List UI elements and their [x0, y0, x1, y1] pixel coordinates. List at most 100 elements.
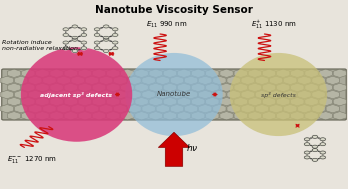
Polygon shape — [29, 76, 42, 84]
Polygon shape — [262, 69, 276, 77]
Polygon shape — [234, 98, 247, 106]
Polygon shape — [163, 69, 176, 77]
Polygon shape — [78, 83, 92, 92]
Circle shape — [103, 38, 109, 41]
Text: sp³ defects: sp³ defects — [261, 91, 296, 98]
Polygon shape — [93, 112, 106, 120]
Polygon shape — [206, 112, 219, 120]
Polygon shape — [248, 69, 261, 77]
Polygon shape — [0, 105, 14, 113]
Polygon shape — [220, 69, 233, 77]
Polygon shape — [100, 90, 113, 99]
Polygon shape — [255, 76, 269, 84]
Polygon shape — [57, 105, 70, 113]
Polygon shape — [15, 105, 28, 113]
Circle shape — [304, 138, 310, 141]
Polygon shape — [29, 90, 42, 99]
Polygon shape — [100, 76, 113, 84]
Polygon shape — [156, 90, 169, 99]
Polygon shape — [177, 69, 191, 77]
Polygon shape — [206, 69, 219, 77]
Circle shape — [320, 143, 326, 146]
Polygon shape — [262, 98, 276, 106]
Text: $\mathit{E}_{11}^{--}$ 1270 nm: $\mathit{E}_{11}^{--}$ 1270 nm — [7, 154, 57, 165]
Circle shape — [112, 41, 118, 44]
Polygon shape — [7, 69, 21, 77]
Polygon shape — [121, 69, 134, 77]
Text: adjacent sp³ defects: adjacent sp³ defects — [40, 91, 113, 98]
Polygon shape — [312, 105, 325, 113]
Polygon shape — [326, 90, 339, 99]
Circle shape — [312, 149, 318, 152]
Polygon shape — [305, 69, 318, 77]
Polygon shape — [106, 69, 120, 77]
Polygon shape — [149, 112, 163, 120]
Polygon shape — [192, 69, 205, 77]
Polygon shape — [163, 83, 176, 92]
Polygon shape — [199, 105, 212, 113]
Polygon shape — [36, 69, 49, 77]
Polygon shape — [248, 98, 261, 106]
Polygon shape — [284, 105, 297, 113]
Circle shape — [320, 151, 326, 154]
Polygon shape — [192, 83, 205, 92]
Polygon shape — [142, 105, 155, 113]
Polygon shape — [298, 76, 311, 84]
Polygon shape — [305, 83, 318, 92]
Polygon shape — [135, 112, 148, 120]
Polygon shape — [298, 105, 311, 113]
Polygon shape — [29, 105, 42, 113]
Polygon shape — [163, 98, 176, 106]
Circle shape — [94, 41, 100, 44]
Polygon shape — [248, 83, 261, 92]
Polygon shape — [57, 90, 70, 99]
Polygon shape — [64, 69, 77, 77]
Polygon shape — [22, 69, 35, 77]
Circle shape — [312, 145, 318, 148]
Polygon shape — [50, 112, 63, 120]
Polygon shape — [284, 76, 297, 84]
Circle shape — [304, 143, 310, 146]
Polygon shape — [227, 76, 240, 84]
Polygon shape — [106, 112, 120, 120]
Polygon shape — [36, 98, 49, 106]
Polygon shape — [128, 90, 141, 99]
Polygon shape — [43, 90, 56, 99]
Polygon shape — [319, 98, 332, 106]
Polygon shape — [7, 112, 21, 120]
Polygon shape — [78, 98, 92, 106]
Polygon shape — [93, 69, 106, 77]
Circle shape — [112, 47, 118, 50]
Polygon shape — [277, 69, 290, 77]
Polygon shape — [57, 76, 70, 84]
Polygon shape — [156, 76, 169, 84]
Circle shape — [63, 41, 69, 44]
Polygon shape — [213, 76, 226, 84]
Circle shape — [103, 25, 109, 28]
Polygon shape — [241, 76, 254, 84]
Polygon shape — [319, 83, 332, 92]
Polygon shape — [142, 90, 155, 99]
Polygon shape — [15, 90, 28, 99]
Polygon shape — [170, 105, 183, 113]
Circle shape — [312, 135, 318, 138]
Ellipse shape — [21, 47, 132, 142]
Polygon shape — [206, 83, 219, 92]
Polygon shape — [277, 98, 290, 106]
Polygon shape — [227, 105, 240, 113]
Polygon shape — [291, 112, 304, 120]
Text: $\mathit{E}_{11}$ 990 nm: $\mathit{E}_{11}$ 990 nm — [146, 19, 188, 30]
Polygon shape — [277, 83, 290, 92]
Polygon shape — [149, 83, 163, 92]
Circle shape — [63, 28, 69, 31]
Polygon shape — [312, 90, 325, 99]
Circle shape — [312, 158, 318, 161]
Polygon shape — [170, 76, 183, 84]
Polygon shape — [184, 90, 198, 99]
Polygon shape — [170, 90, 183, 99]
Polygon shape — [333, 83, 347, 92]
Polygon shape — [0, 90, 14, 99]
Text: Rotation induce
non-radiative relaxation: Rotation induce non-radiative relaxation — [2, 40, 78, 51]
Polygon shape — [291, 83, 304, 92]
Polygon shape — [85, 90, 98, 99]
